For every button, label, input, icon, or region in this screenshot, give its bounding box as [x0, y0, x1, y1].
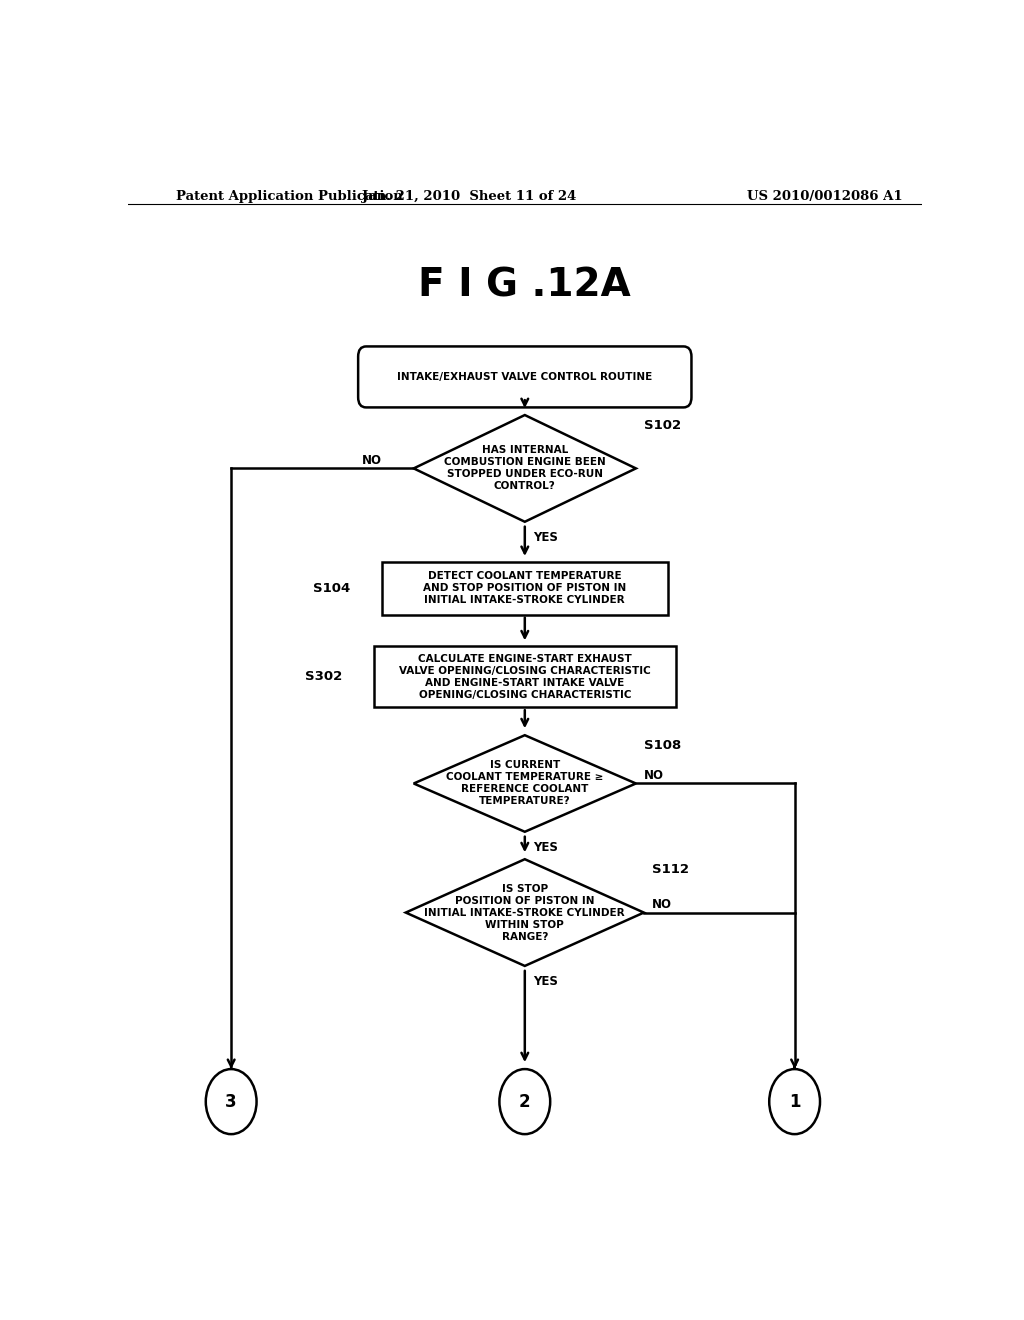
- Text: S102: S102: [644, 418, 681, 432]
- Text: 1: 1: [788, 1093, 801, 1110]
- Text: Patent Application Publication: Patent Application Publication: [176, 190, 402, 203]
- Text: NO: NO: [652, 898, 672, 911]
- Text: F I G .12A: F I G .12A: [419, 267, 631, 305]
- Text: IS CURRENT
COOLANT TEMPERATURE ≥
REFERENCE COOLANT
TEMPERATURE?: IS CURRENT COOLANT TEMPERATURE ≥ REFEREN…: [446, 760, 603, 807]
- Text: YES: YES: [532, 841, 558, 854]
- Text: 3: 3: [225, 1093, 237, 1110]
- Text: S104: S104: [313, 582, 350, 595]
- Text: HAS INTERNAL
COMBUSTION ENGINE BEEN
STOPPED UNDER ECO-RUN
CONTROL?: HAS INTERNAL COMBUSTION ENGINE BEEN STOP…: [444, 445, 605, 491]
- FancyBboxPatch shape: [358, 346, 691, 408]
- Text: 2: 2: [519, 1093, 530, 1110]
- Bar: [382, 562, 668, 615]
- Text: S112: S112: [652, 863, 689, 876]
- Polygon shape: [406, 859, 644, 966]
- Bar: [374, 647, 676, 708]
- Text: S108: S108: [644, 739, 681, 752]
- Text: NO: NO: [644, 768, 664, 781]
- Circle shape: [500, 1069, 550, 1134]
- Text: NO: NO: [361, 454, 382, 467]
- Text: Jan. 21, 2010  Sheet 11 of 24: Jan. 21, 2010 Sheet 11 of 24: [362, 190, 577, 203]
- Text: IS STOP
POSITION OF PISTON IN
INITIAL INTAKE-STROKE CYLINDER
WITHIN STOP
RANGE?: IS STOP POSITION OF PISTON IN INITIAL IN…: [425, 883, 625, 941]
- Text: DETECT COOLANT TEMPERATURE
AND STOP POSITION OF PISTON IN
INITIAL INTAKE-STROKE : DETECT COOLANT TEMPERATURE AND STOP POSI…: [423, 572, 627, 606]
- Text: US 2010/0012086 A1: US 2010/0012086 A1: [748, 190, 902, 203]
- Circle shape: [206, 1069, 257, 1134]
- Text: YES: YES: [532, 974, 558, 987]
- Text: YES: YES: [532, 531, 558, 544]
- Polygon shape: [414, 735, 636, 832]
- Text: CALCULATE ENGINE-START EXHAUST
VALVE OPENING/CLOSING CHARACTERISTIC
AND ENGINE-S: CALCULATE ENGINE-START EXHAUST VALVE OPE…: [399, 653, 650, 700]
- Circle shape: [769, 1069, 820, 1134]
- Text: INTAKE/EXHAUST VALVE CONTROL ROUTINE: INTAKE/EXHAUST VALVE CONTROL ROUTINE: [397, 372, 652, 381]
- Text: S302: S302: [305, 671, 342, 684]
- Polygon shape: [414, 414, 636, 521]
